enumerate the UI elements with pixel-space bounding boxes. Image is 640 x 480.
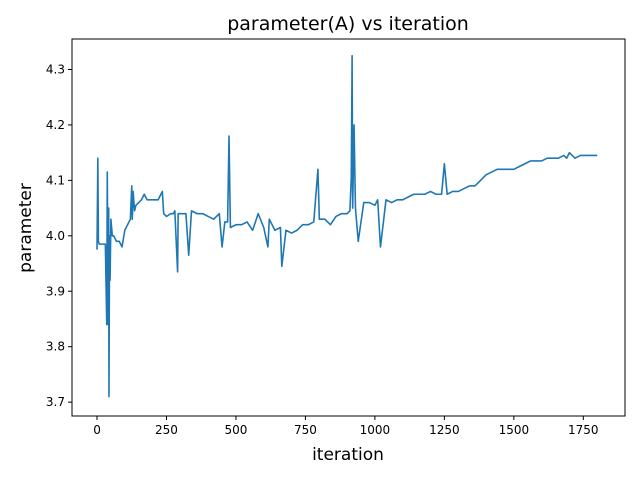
x-tick-label: 250 (155, 423, 178, 437)
x-tick-label: 1500 (499, 423, 530, 437)
y-tick-label: 4.2 (46, 118, 65, 132)
x-tick-label: 750 (294, 423, 317, 437)
y-tick-label: 3.9 (46, 284, 65, 298)
plot-area (96, 54, 598, 398)
axis-ticks: 0 250 500 750 1000 1250 1500 1750 3.7 3.8 3.9 4.0 4.… (46, 62, 599, 437)
x-tick-label: 1250 (429, 423, 460, 437)
x-tick-label: 1000 (360, 423, 391, 437)
x-tick-label: 1750 (568, 423, 599, 437)
y-axis-label: parameter (16, 183, 36, 273)
y-tick-label: 3.7 (46, 395, 65, 409)
y-tick-label: 4.0 (46, 229, 65, 243)
y-tick-label: 4.1 (46, 173, 65, 187)
axes-frame (71, 38, 626, 417)
y-tick-label: 3.8 (46, 340, 65, 354)
x-axis-label: iteration (312, 445, 384, 465)
series-line (96, 54, 598, 398)
x-tick-label: 500 (225, 423, 248, 437)
y-tick-label: 4.3 (46, 62, 65, 76)
x-tick-label: 0 (93, 423, 101, 437)
chart-title: parameter(A) vs iteration (227, 13, 469, 35)
